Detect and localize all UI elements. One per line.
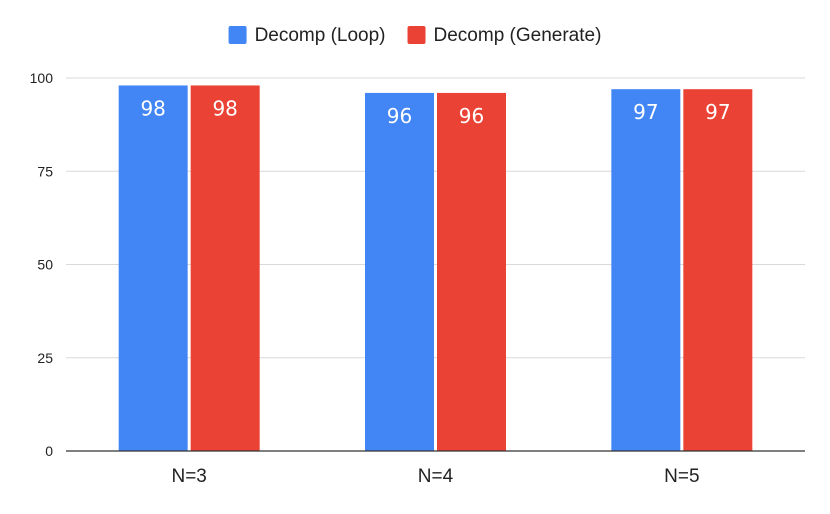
legend-swatch xyxy=(407,26,426,44)
bar-generate-2 xyxy=(683,89,753,451)
legend-item-generate: Decomp (Generate) xyxy=(407,25,602,46)
bar-generate-1 xyxy=(437,92,506,452)
legend-label: Decomp (Generate) xyxy=(434,25,602,46)
data-label: 97 xyxy=(705,100,730,124)
legend-label: Decomp (Loop) xyxy=(255,25,386,46)
data-label: 98 xyxy=(140,96,165,120)
y-tick-label: 50 xyxy=(37,257,53,273)
y-tick-label: 100 xyxy=(30,70,54,86)
data-labels: 98 98 96 96 97 97 xyxy=(140,96,730,127)
y-tick-label: 75 xyxy=(37,163,53,179)
data-label: 96 xyxy=(387,104,412,128)
data-label: 98 xyxy=(212,96,237,120)
bar-generate-0 xyxy=(190,85,260,452)
bar-loop-2 xyxy=(611,89,681,451)
x-tick-label: N=3 xyxy=(171,466,206,487)
data-label: 96 xyxy=(459,104,484,128)
y-tick-label: 0 xyxy=(45,443,53,459)
bars xyxy=(118,85,753,452)
data-label: 97 xyxy=(633,100,658,124)
x-axis: N=3 N=4 N=5 xyxy=(66,450,805,487)
bar-loop-0 xyxy=(118,85,188,452)
y-axis: 0 25 50 75 100 xyxy=(30,70,54,459)
gridlines xyxy=(66,77,805,359)
legend-item-loop: Decomp (Loop) xyxy=(228,25,386,46)
legend: Decomp (Loop) Decomp (Generate) xyxy=(228,25,602,46)
bar-loop-1 xyxy=(365,92,434,452)
x-tick-label: N=4 xyxy=(418,466,454,487)
legend-swatch xyxy=(228,26,247,44)
x-tick-label: N=5 xyxy=(664,466,699,487)
y-tick-label: 25 xyxy=(37,350,53,366)
